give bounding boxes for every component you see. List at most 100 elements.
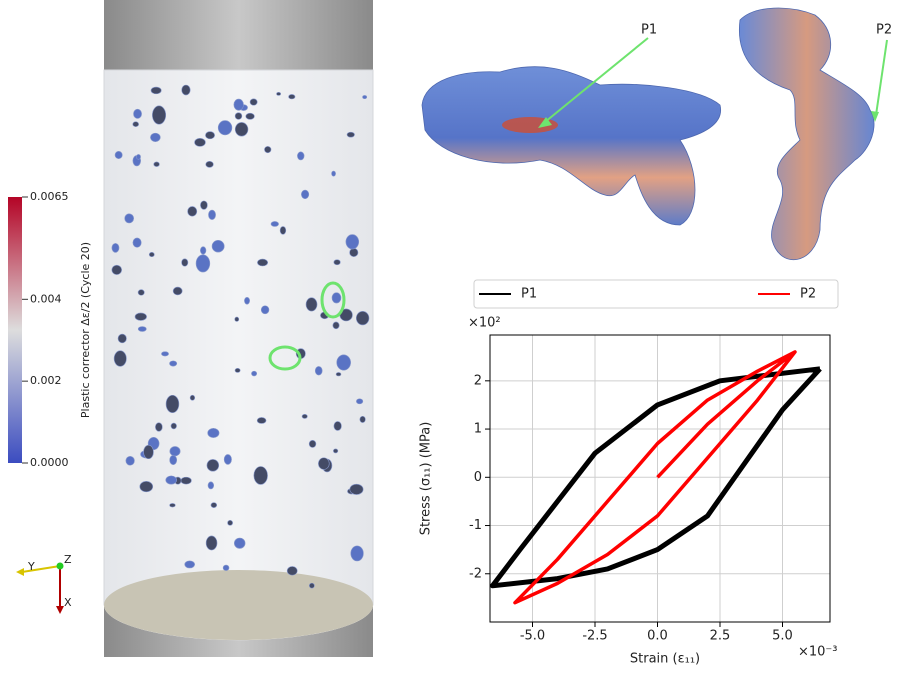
particle [227, 520, 233, 526]
particle [143, 444, 154, 460]
particle [211, 240, 225, 253]
particle [206, 459, 220, 472]
particle [169, 360, 178, 367]
particle [150, 132, 161, 142]
particle [139, 481, 154, 493]
particle [245, 112, 255, 120]
particle [286, 566, 298, 576]
particle [333, 421, 342, 431]
particle [253, 466, 268, 485]
colorbar: 0.0000 0.002 0.004 0.0065 Plastic corrector … [8, 190, 92, 469]
particle [336, 354, 351, 371]
particle [181, 258, 189, 267]
series-line [490, 366, 822, 589]
y-tick-label: -1 [469, 518, 482, 533]
particle [249, 98, 258, 106]
particle [333, 448, 339, 454]
particle [165, 394, 180, 414]
particle [155, 422, 163, 432]
x-tick-label: 5.0 [772, 629, 793, 644]
particle [297, 151, 305, 161]
axes-triad: Y Z X [16, 553, 72, 614]
particle [234, 316, 240, 322]
particle [148, 252, 155, 258]
particle [133, 108, 142, 119]
particle [345, 234, 360, 250]
particle [170, 422, 177, 430]
particle [137, 326, 147, 332]
particle [207, 428, 220, 438]
particle [308, 582, 315, 589]
particle [205, 535, 218, 551]
particle [187, 206, 198, 217]
particle [362, 95, 368, 100]
particle [217, 120, 233, 136]
particle [335, 372, 342, 377]
particle [234, 537, 246, 549]
point-label: P2 [876, 23, 892, 38]
particle [350, 545, 364, 562]
particle [210, 502, 218, 508]
particle [264, 146, 272, 154]
particle [205, 161, 214, 168]
colorbar-bar [8, 197, 22, 463]
particle [332, 321, 340, 330]
particle [256, 417, 267, 424]
particle [180, 476, 192, 485]
specimen-render [103, 0, 374, 657]
particle [172, 286, 183, 296]
particle [279, 226, 287, 235]
x-tick-label: 0.0 [647, 629, 668, 644]
particle [346, 131, 355, 138]
y-offset: ×10² [468, 316, 501, 331]
particle [234, 368, 241, 373]
particle [207, 481, 215, 490]
particle [184, 560, 195, 569]
particle [189, 394, 196, 401]
particle [314, 366, 323, 376]
y-tick-label: 2 [474, 373, 482, 388]
particle [257, 258, 269, 267]
particle [305, 297, 318, 312]
x-tick-label: -2.5 [582, 629, 607, 644]
particle [132, 121, 139, 127]
particle [117, 333, 127, 344]
particles [111, 84, 370, 589]
particle [150, 86, 162, 95]
x-axis-title: Strain (ε₁₁) [630, 652, 700, 667]
particle [234, 112, 243, 120]
particle [124, 213, 134, 224]
particle-closeups: P1 P2 [421, 7, 892, 261]
particle [223, 454, 232, 465]
particle [260, 305, 270, 315]
particle [301, 414, 308, 419]
series-line [513, 350, 797, 605]
axis-y: Y [27, 560, 35, 573]
y-tick-label: 1 [474, 422, 482, 437]
x-tick-label: 2.5 [710, 629, 731, 644]
particle [136, 154, 141, 160]
particle [208, 209, 216, 220]
particle [111, 243, 120, 253]
particle [331, 292, 342, 304]
particle [137, 289, 145, 296]
legend-label: P1 [521, 287, 537, 302]
colorbar-tick-label: 0.002 [30, 374, 62, 387]
colorbar-tick-label: 0.004 [30, 292, 62, 305]
particle [125, 456, 135, 466]
particle [165, 475, 177, 485]
particle [153, 161, 160, 167]
particle [132, 237, 142, 248]
particle [301, 189, 310, 200]
particle [288, 94, 296, 100]
plot-frame [489, 334, 831, 623]
colorbar-tick-label: 0.0000 [30, 456, 69, 469]
particle [222, 564, 230, 571]
colorbar-tick-label: 0.0065 [30, 190, 69, 203]
axis-x: X [64, 596, 72, 609]
particle [169, 446, 181, 457]
particle [308, 439, 317, 448]
particle [169, 454, 178, 465]
particle [233, 98, 244, 111]
particle [134, 312, 147, 321]
